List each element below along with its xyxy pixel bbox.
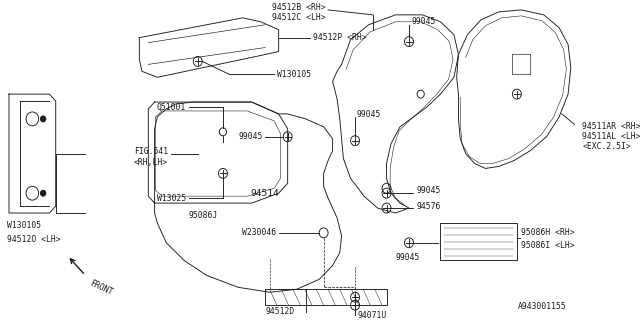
Text: 94512B <RH>: 94512B <RH>: [272, 4, 325, 12]
Text: A943001155: A943001155: [518, 302, 566, 311]
Text: 95086I <LH>: 95086I <LH>: [522, 241, 575, 250]
Text: 99045: 99045: [395, 253, 419, 262]
Text: W130105: W130105: [7, 221, 42, 230]
Circle shape: [40, 190, 46, 196]
Text: 95086J: 95086J: [189, 212, 218, 220]
Text: 94512P <RH>: 94512P <RH>: [313, 33, 367, 42]
Text: <RH,LH>: <RH,LH>: [134, 158, 168, 167]
Text: 94514: 94514: [251, 189, 280, 198]
Text: 94576: 94576: [416, 202, 440, 211]
Text: 94511AL <LH>: 94511AL <LH>: [582, 132, 640, 141]
Text: Q51001: Q51001: [157, 102, 186, 111]
Text: 94512D: 94512D: [265, 307, 294, 316]
Text: 94071U: 94071U: [358, 310, 387, 320]
Text: 99045: 99045: [416, 186, 440, 195]
Text: FRONT: FRONT: [88, 278, 114, 297]
Text: 94512C <LH>: 94512C <LH>: [272, 13, 325, 22]
Text: <EXC.2.5I>: <EXC.2.5I>: [582, 142, 631, 151]
Text: 94511AR <RH>: 94511AR <RH>: [582, 122, 640, 131]
Text: 95086H <RH>: 95086H <RH>: [522, 228, 575, 237]
Text: W230046: W230046: [242, 228, 276, 237]
Text: 99045: 99045: [412, 17, 436, 26]
Text: 99045: 99045: [238, 132, 262, 141]
Circle shape: [40, 116, 46, 122]
Text: FIG.641: FIG.641: [134, 147, 168, 156]
Text: 94512O <LH>: 94512O <LH>: [7, 235, 61, 244]
Text: W13025: W13025: [157, 194, 186, 203]
Text: 99045: 99045: [357, 110, 381, 119]
Text: W130105: W130105: [277, 70, 311, 79]
